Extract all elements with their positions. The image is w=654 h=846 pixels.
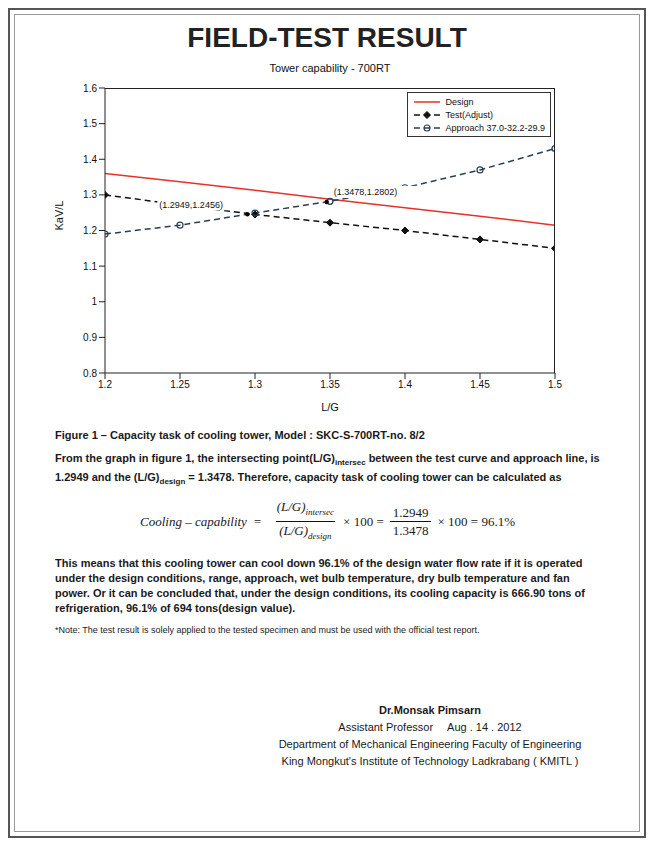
svg-text:1.3: 1.3 [83, 189, 97, 200]
svg-text:1: 1 [91, 296, 97, 307]
html-text:Department of Mechanical Engin: Department of Mechanical Engineering Fac… [278, 738, 582, 750]
svg-text:(1.2949,1.2456): (1.2949,1.2456) [159, 200, 223, 210]
html-text:× 100 =: × 100 = [343, 514, 384, 529]
html-text:*Note: The test result is sole: *Note: The test result is solely applied… [55, 624, 480, 635]
svg-text:1.25: 1.25 [170, 379, 190, 390]
html-text:Figure 1 – Capacity task of co: Figure 1 – Capacity task of cooling towe… [55, 429, 425, 441]
html-text:Design: Design [445, 96, 474, 107]
svg-text:1.35: 1.35 [320, 379, 340, 390]
svg-text:0.8: 0.8 [83, 368, 97, 379]
svg-text:1.2: 1.2 [83, 225, 97, 236]
svg-text:1.45: 1.45 [470, 379, 490, 390]
svg-text:1.2: 1.2 [98, 379, 112, 390]
svg-text:1.5: 1.5 [83, 118, 97, 129]
html-text:From the graph in figure 1, th: From the graph in figure 1, the intersec… [55, 452, 600, 487]
html-text:Test(Adjust): Test(Adjust) [445, 109, 493, 120]
html-text:Tower capability - 700RT: Tower capability - 700RT [269, 62, 391, 74]
html-text:× 100 = 96.1%: × 100 = 96.1% [437, 514, 515, 529]
svg-text:L/G: L/G [321, 401, 339, 413]
html-text:Aug . 14 . 2012: Aug . 14 . 2012 [447, 721, 522, 733]
svg-text:1.6: 1.6 [83, 83, 97, 94]
svg-text:1.5: 1.5 [548, 379, 562, 390]
svg-text:0.9: 0.9 [83, 332, 97, 343]
html-text:(L/G)intersec: (L/G)intersec [276, 499, 335, 517]
html-text:(L/G)design: (L/G)design [279, 523, 332, 541]
svg-text:(1.3478,1.2802): (1.3478,1.2802) [334, 187, 398, 197]
svg-text:1.3: 1.3 [248, 379, 262, 390]
svg-text:1.4: 1.4 [83, 154, 97, 165]
html-text:FIELD-TEST RESULT: FIELD-TEST RESULT [187, 22, 467, 53]
html-text:Cooling – capability =: Cooling – capability = [140, 514, 262, 529]
html-text:Dr.Monsak Pimsarn: Dr.Monsak Pimsarn [379, 704, 481, 716]
html-text:This means that this cooling t: This means that this cooling tower can c… [55, 556, 585, 614]
html-text:Approach 37.0-32.2-29.9: Approach 37.0-32.2-29.9 [445, 122, 545, 133]
svg-text:1.4: 1.4 [398, 379, 412, 390]
html-text:Assistant Professor: Assistant Professor [338, 721, 434, 733]
html-text:King Mongkut's Institute of Te: King Mongkut's Institute of Technology L… [281, 755, 579, 767]
svg-text:KaV/L: KaV/L [53, 201, 65, 231]
html-text:1.2949: 1.2949 [392, 505, 429, 520]
svg-text:1.1: 1.1 [83, 261, 97, 272]
html-text:1.3478: 1.3478 [392, 523, 429, 538]
